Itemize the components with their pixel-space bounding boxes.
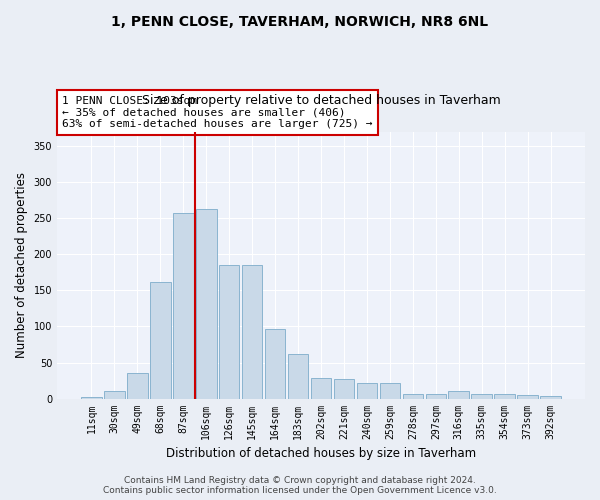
Bar	[81, 397, 102, 398]
Text: 1 PENN CLOSE: 103sqm
← 35% of detached houses are smaller (406)
63% of semi-deta: 1 PENN CLOSE: 103sqm ← 35% of detached h…	[62, 96, 373, 129]
Y-axis label: Number of detached properties: Number of detached properties	[15, 172, 28, 358]
Bar	[541, 396, 561, 398]
Bar	[425, 394, 446, 398]
Bar	[219, 265, 239, 398]
Bar	[311, 378, 331, 398]
Title: Size of property relative to detached houses in Taverham: Size of property relative to detached ho…	[142, 94, 500, 107]
Text: Contains HM Land Registry data © Crown copyright and database right 2024.
Contai: Contains HM Land Registry data © Crown c…	[103, 476, 497, 495]
Bar	[242, 265, 262, 398]
Text: 1, PENN CLOSE, TAVERHAM, NORWICH, NR8 6NL: 1, PENN CLOSE, TAVERHAM, NORWICH, NR8 6N…	[112, 15, 488, 29]
Bar	[104, 392, 125, 398]
Bar	[334, 379, 355, 398]
Bar	[127, 374, 148, 398]
X-axis label: Distribution of detached houses by size in Taverham: Distribution of detached houses by size …	[166, 447, 476, 460]
Bar	[472, 394, 492, 398]
Bar	[196, 209, 217, 398]
Bar	[403, 394, 423, 398]
Bar	[494, 394, 515, 398]
Bar	[173, 212, 194, 398]
Bar	[380, 384, 400, 398]
Bar	[150, 282, 170, 399]
Bar	[265, 330, 286, 398]
Bar	[448, 390, 469, 398]
Bar	[356, 384, 377, 398]
Bar	[288, 354, 308, 399]
Bar	[517, 395, 538, 398]
